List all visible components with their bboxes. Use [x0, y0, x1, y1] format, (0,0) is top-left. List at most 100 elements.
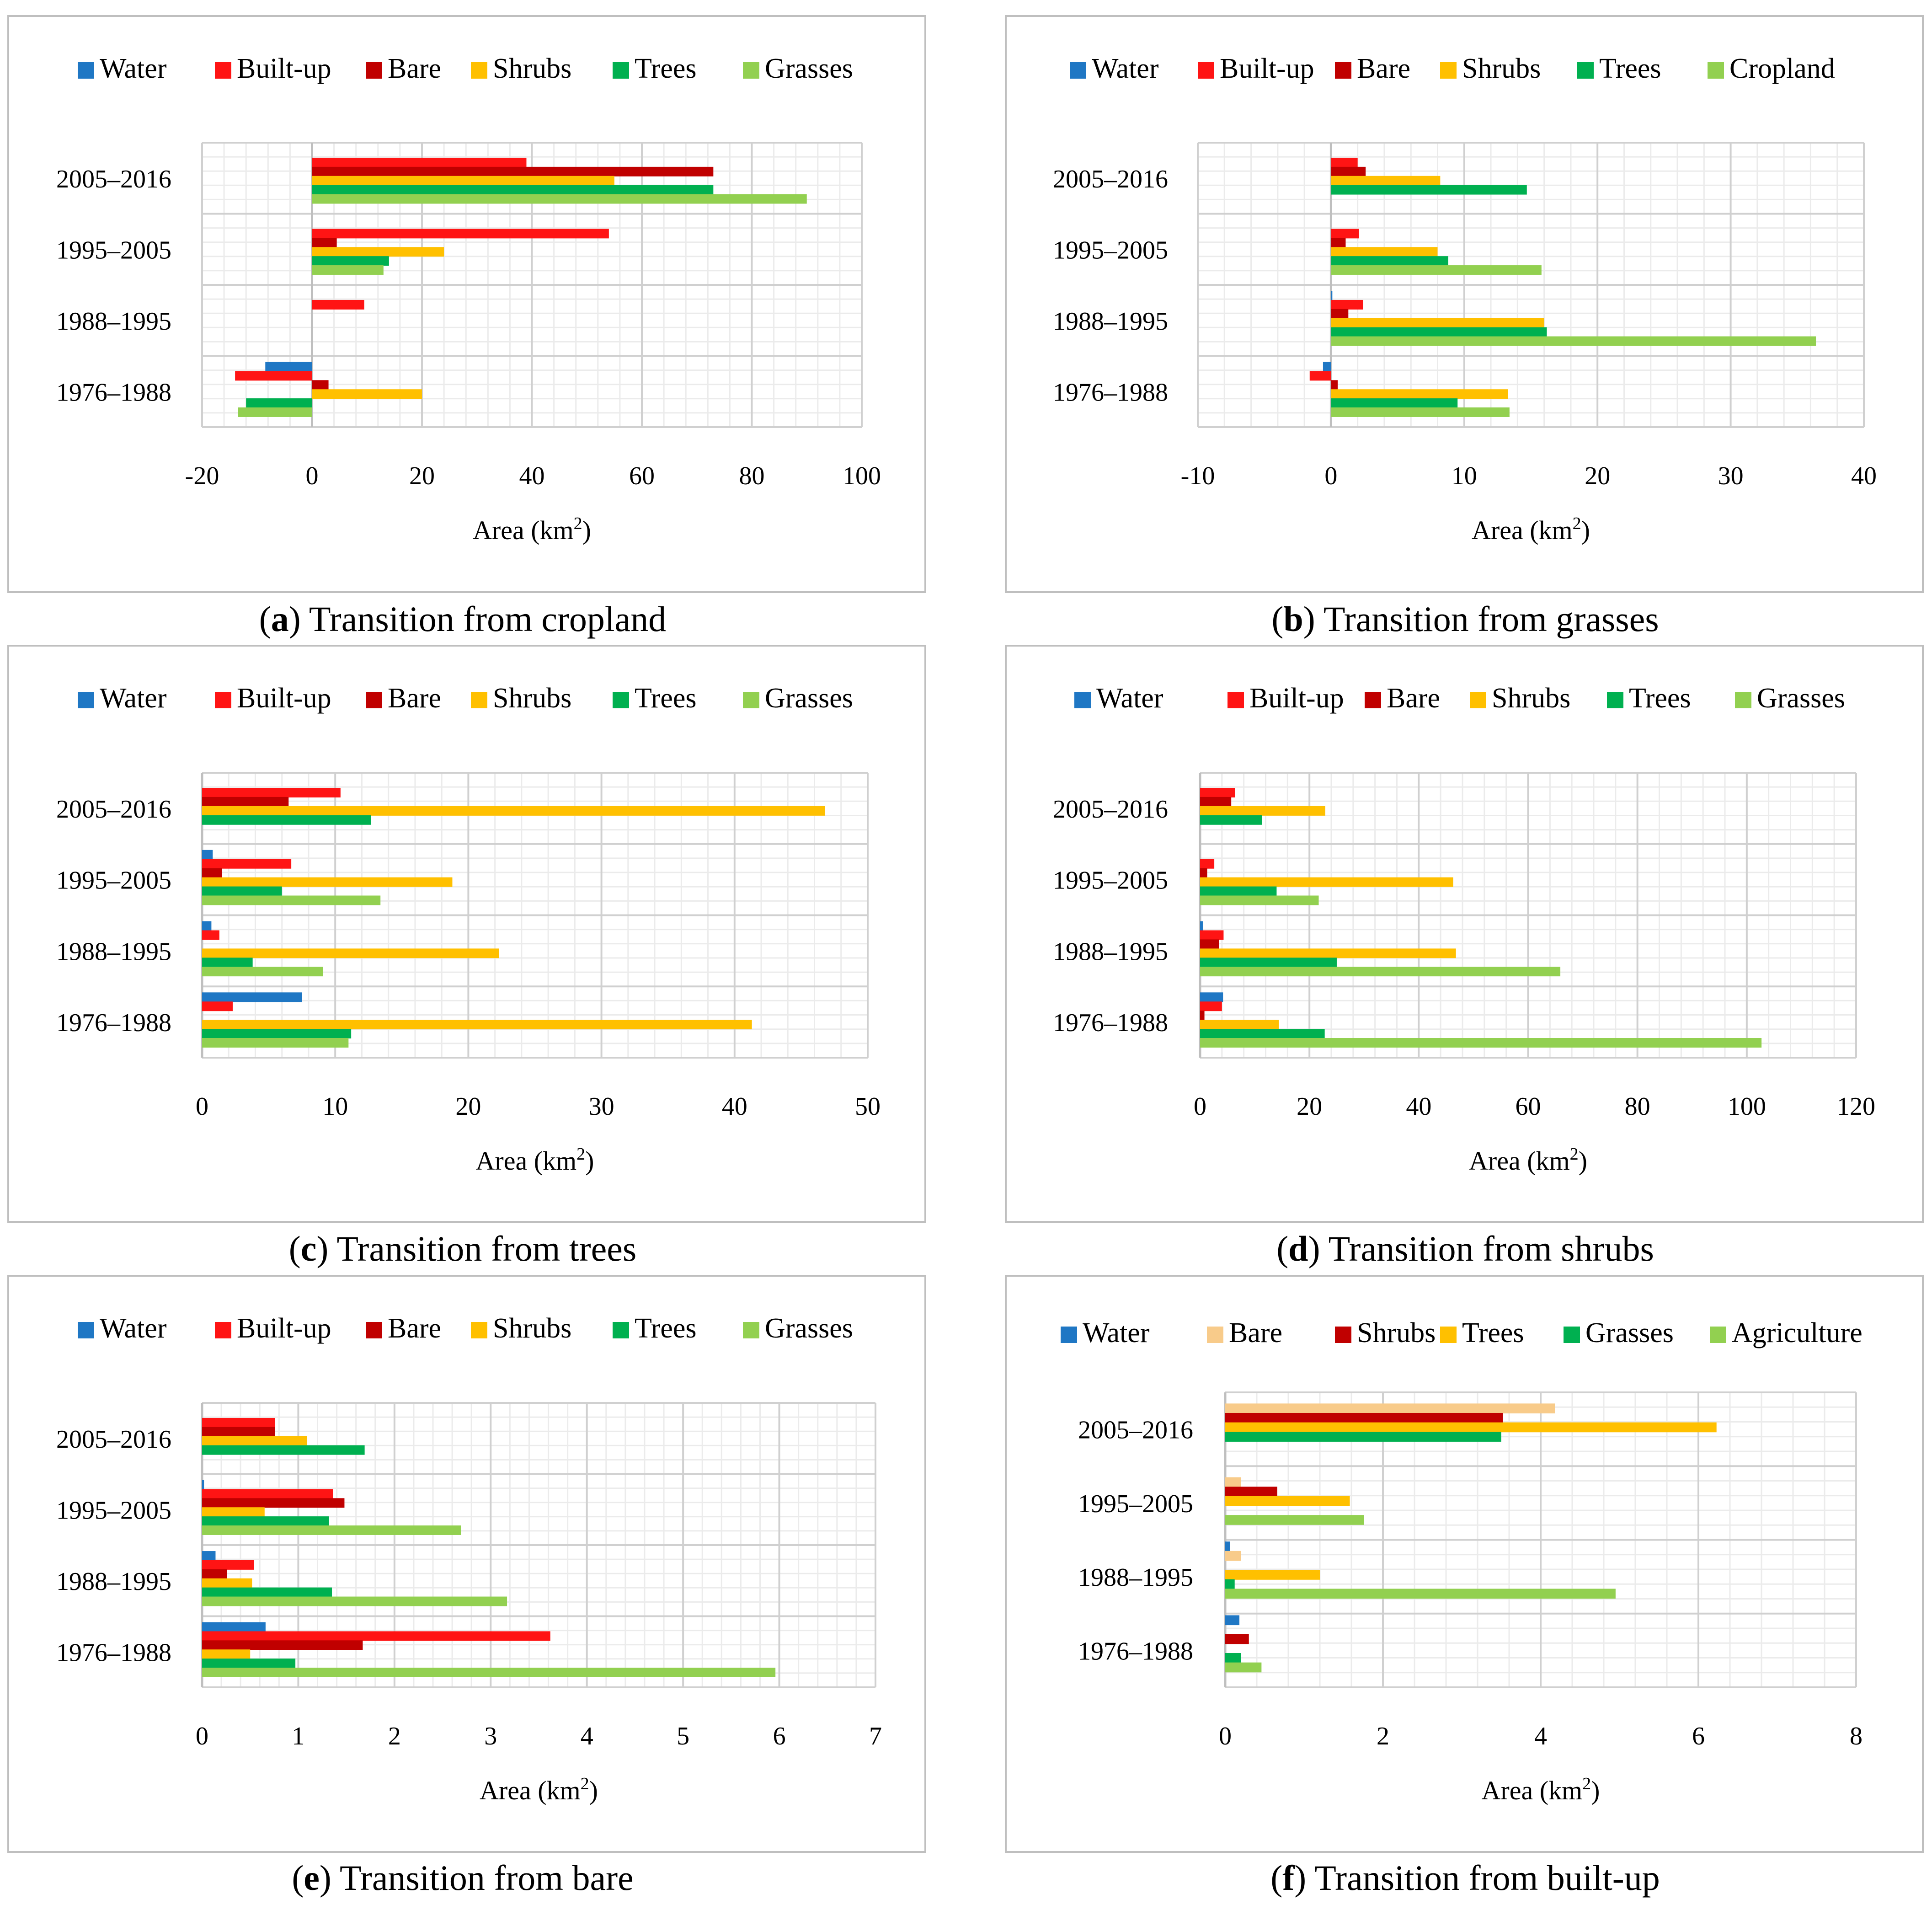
- bar-trees-1995–2005: [1200, 886, 1277, 896]
- legend-swatch-trees: [613, 62, 629, 79]
- bar-water-1988–1995: [1200, 921, 1203, 931]
- bar-water-1995–2005: [202, 1480, 204, 1490]
- bar-cropland-1976–1988: [1331, 407, 1510, 417]
- bar-grasses-1995–2005: [202, 1525, 461, 1535]
- bar-shrubs-1995–2005: [202, 1507, 265, 1517]
- bar-water-1976–1988: [1200, 992, 1223, 1002]
- legend-label-trees: Trees: [635, 1313, 697, 1344]
- x-tick-label: 120: [1837, 1092, 1875, 1121]
- x-tick-label: 40: [519, 462, 545, 490]
- legend-swatch-shrubs: [471, 692, 487, 708]
- legend-swatch-built-up: [215, 62, 231, 79]
- x-tick-label: 0: [1194, 1092, 1206, 1121]
- bar-bare-1995–2005: [312, 238, 337, 248]
- bar-built-up-1995–2005: [202, 1489, 333, 1499]
- x-tick-label: 40: [1851, 462, 1877, 490]
- panel-frame: [1005, 645, 1924, 1223]
- legend-label-built-up: Built-up: [237, 53, 331, 84]
- legend-label-bare: Bare: [1357, 53, 1410, 84]
- x-tick-label: 10: [322, 1092, 348, 1121]
- bar-bare-2005–2016: [202, 797, 289, 807]
- bar-built-up-1976–1988: [202, 1631, 550, 1641]
- chart-panel-d: 2005–2016 1995–2005 1988–1995 1976–1988 0 20 4…: [1005, 645, 1924, 1268]
- category-label: 1976–1988: [56, 1638, 171, 1667]
- bar-trees-2005–2016: [1331, 185, 1527, 195]
- bar-shrubs-1988–1995: [1200, 948, 1456, 958]
- bar-grasses-1988–1995: [1200, 967, 1561, 977]
- x-axis-title: Area (km2): [480, 1774, 598, 1805]
- bar-shrubs-1988–1995: [202, 1578, 252, 1588]
- bar-bare-2005–2016: [1200, 797, 1232, 807]
- legend-swatch-grasses: [1564, 1327, 1580, 1343]
- chart-panel-f: 2005–2016 1995–2005 1988–1995 1976–1988 0 2 4 6…: [1005, 1275, 1924, 1898]
- bar-trees-1988–1995: [202, 958, 253, 968]
- legend-label-grasses: Grasses: [1585, 1317, 1674, 1348]
- legend-swatch-grasses: [743, 62, 759, 79]
- chart-panel-c: 2005–2016 1995–2005 1988–1995 1976–1988 0 10 2…: [7, 645, 926, 1268]
- bar-bare-2005–2016: [312, 166, 714, 177]
- bar-trees-1995–2005: [202, 1516, 329, 1526]
- bar-shrubs-1988–1995: [202, 948, 499, 958]
- bar-trees-1976–1988: [202, 1659, 296, 1669]
- bar-bare-1995–2005: [1200, 868, 1207, 878]
- bar-shrubs-1976–1988: [1331, 389, 1508, 399]
- legend-swatch-agriculture: [1710, 1327, 1726, 1343]
- category-label: 2005–2016: [56, 1425, 171, 1454]
- x-axis-title: Area (km2): [476, 1145, 594, 1176]
- legend-label-built-up: Built-up: [237, 1313, 331, 1344]
- bar-built-up-1976–1988: [1309, 371, 1331, 381]
- legend-swatch-trees: [613, 692, 629, 708]
- bar-trees-2005–2016: [202, 1445, 365, 1455]
- legend-label-shrubs: Shrubs: [1492, 683, 1570, 714]
- x-tick-label: 0: [1219, 1722, 1232, 1750]
- legend-label-agriculture: Agriculture: [1732, 1317, 1863, 1348]
- bar-trees-2005–2016: [202, 815, 371, 825]
- legend-label-shrubs: Shrubs: [493, 53, 571, 84]
- x-tick-label: 30: [589, 1092, 614, 1121]
- category-label: 1995–2005: [1078, 1490, 1193, 1518]
- x-tick-label: 7: [869, 1722, 882, 1750]
- panel-caption: (b) Transition from grasses: [1271, 599, 1659, 639]
- bar-built-up-1995–2005: [1331, 229, 1359, 239]
- legend-swatch-grasses: [1735, 692, 1751, 708]
- bar-trees-2005–2016: [1200, 815, 1262, 825]
- legend-label-grasses: Grasses: [765, 53, 853, 84]
- x-axis-title: Area (km2): [473, 514, 591, 545]
- x-tick-label: 40: [1406, 1092, 1431, 1121]
- bar-built-up-1988–1995: [1200, 930, 1224, 940]
- x-tick-label: 40: [722, 1092, 747, 1121]
- x-tick-label: 6: [1692, 1722, 1705, 1750]
- legend-swatch-trees: [1440, 1327, 1457, 1343]
- legend-swatch-water: [78, 62, 94, 79]
- legend-swatch-water: [1074, 692, 1091, 708]
- legend-label-water: Water: [100, 1313, 167, 1344]
- x-tick-label: 0: [196, 1722, 208, 1750]
- bar-built-up-1995–2005: [312, 229, 609, 239]
- category-label: 1976–1988: [56, 1009, 171, 1037]
- panel-frame: [7, 15, 926, 593]
- bar-trees-1995–2005: [1225, 1496, 1350, 1506]
- bar-grasses-1988–1995: [1225, 1579, 1235, 1589]
- category-label: 2005–2016: [1053, 165, 1168, 193]
- bar-shrubs-2005–2016: [202, 1436, 307, 1446]
- x-tick-label: 0: [196, 1092, 208, 1121]
- panel-frame: [7, 1275, 926, 1853]
- x-tick-label: 6: [773, 1722, 786, 1750]
- bar-built-up-1988–1995: [312, 300, 364, 310]
- legend-label-trees: Trees: [635, 53, 697, 84]
- bar-grasses-1976–1988: [1200, 1038, 1762, 1048]
- bar-grasses-1976–1988: [202, 1038, 349, 1048]
- legend-swatch-water: [1061, 1327, 1077, 1343]
- panel-caption: (c) Transition from trees: [289, 1229, 636, 1268]
- legend-swatch-built-up: [1228, 692, 1244, 708]
- legend-label-trees: Trees: [635, 683, 697, 714]
- bar-grasses-1988–1995: [202, 1596, 507, 1606]
- legend-label-bare: Bare: [1387, 683, 1440, 714]
- legend-swatch-grasses: [743, 692, 759, 708]
- category-label: 1995–2005: [1053, 867, 1168, 895]
- legend-swatch-water: [1070, 62, 1086, 79]
- x-tick-label: 80: [1625, 1092, 1650, 1121]
- legend-label-built-up: Built-up: [1220, 53, 1314, 84]
- legend-swatch-bare: [1365, 692, 1381, 708]
- category-label: 1988–1995: [1053, 937, 1168, 966]
